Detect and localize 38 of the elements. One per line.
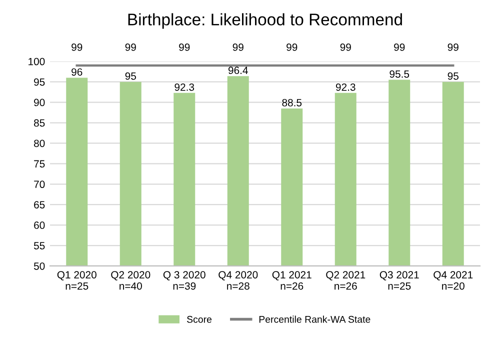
data-label: 99: [448, 44, 458, 51]
x-tick-label: Q3 2021 n=25: [380, 271, 419, 290]
data-label: 99: [72, 44, 82, 51]
data-label: 92.3: [336, 83, 356, 91]
y-tick-label: 80: [34, 140, 45, 148]
y-tick-label: 90: [34, 98, 45, 106]
y-tick-label: 70: [34, 180, 45, 188]
data-label: 95: [125, 72, 136, 80]
chart-title: Birthplace: Likelihood to Recommend: [128, 13, 402, 29]
x-tick-label: Q1 2020 n=25: [57, 271, 96, 290]
data-label: 99: [286, 44, 298, 51]
x-tick-label: Q 3 2020 n=39: [163, 271, 206, 290]
data-label: 96.4: [228, 66, 248, 74]
data-label: 95: [448, 72, 458, 80]
y-tick-label: 85: [34, 119, 45, 127]
data-label: 99: [179, 44, 190, 51]
legend-label: Score: [187, 316, 212, 323]
data-label: 99: [232, 44, 244, 51]
data-label: 99: [394, 44, 405, 51]
y-tick-label: 75: [34, 160, 45, 168]
y-tick-label: 50: [34, 262, 45, 270]
x-tick-label: Q4 2021 n=20: [434, 271, 473, 290]
data-label: 99: [125, 44, 136, 51]
legend-label: Percentile Rank-WA State: [259, 316, 370, 323]
x-tick-label: Q2 2021 n=26: [326, 271, 366, 290]
y-tick-label: 95: [34, 78, 45, 86]
data-label: 95.5: [390, 70, 410, 78]
y-tick-label: 100: [28, 58, 45, 66]
y-tick-label: 55: [34, 242, 45, 250]
x-tick-label: Q4 2020 n=28: [218, 271, 258, 290]
data-label: 92.3: [174, 83, 194, 91]
x-tick-label: Q2 2020 n=40: [111, 271, 150, 290]
data-label: 99: [340, 44, 351, 51]
data-label: 88.5: [282, 99, 302, 106]
y-tick-label: 60: [34, 222, 45, 229]
data-label: 96: [72, 68, 82, 76]
x-tick-label: Q1 2021 n=26: [272, 271, 312, 290]
y-tick-label: 65: [34, 201, 45, 208]
